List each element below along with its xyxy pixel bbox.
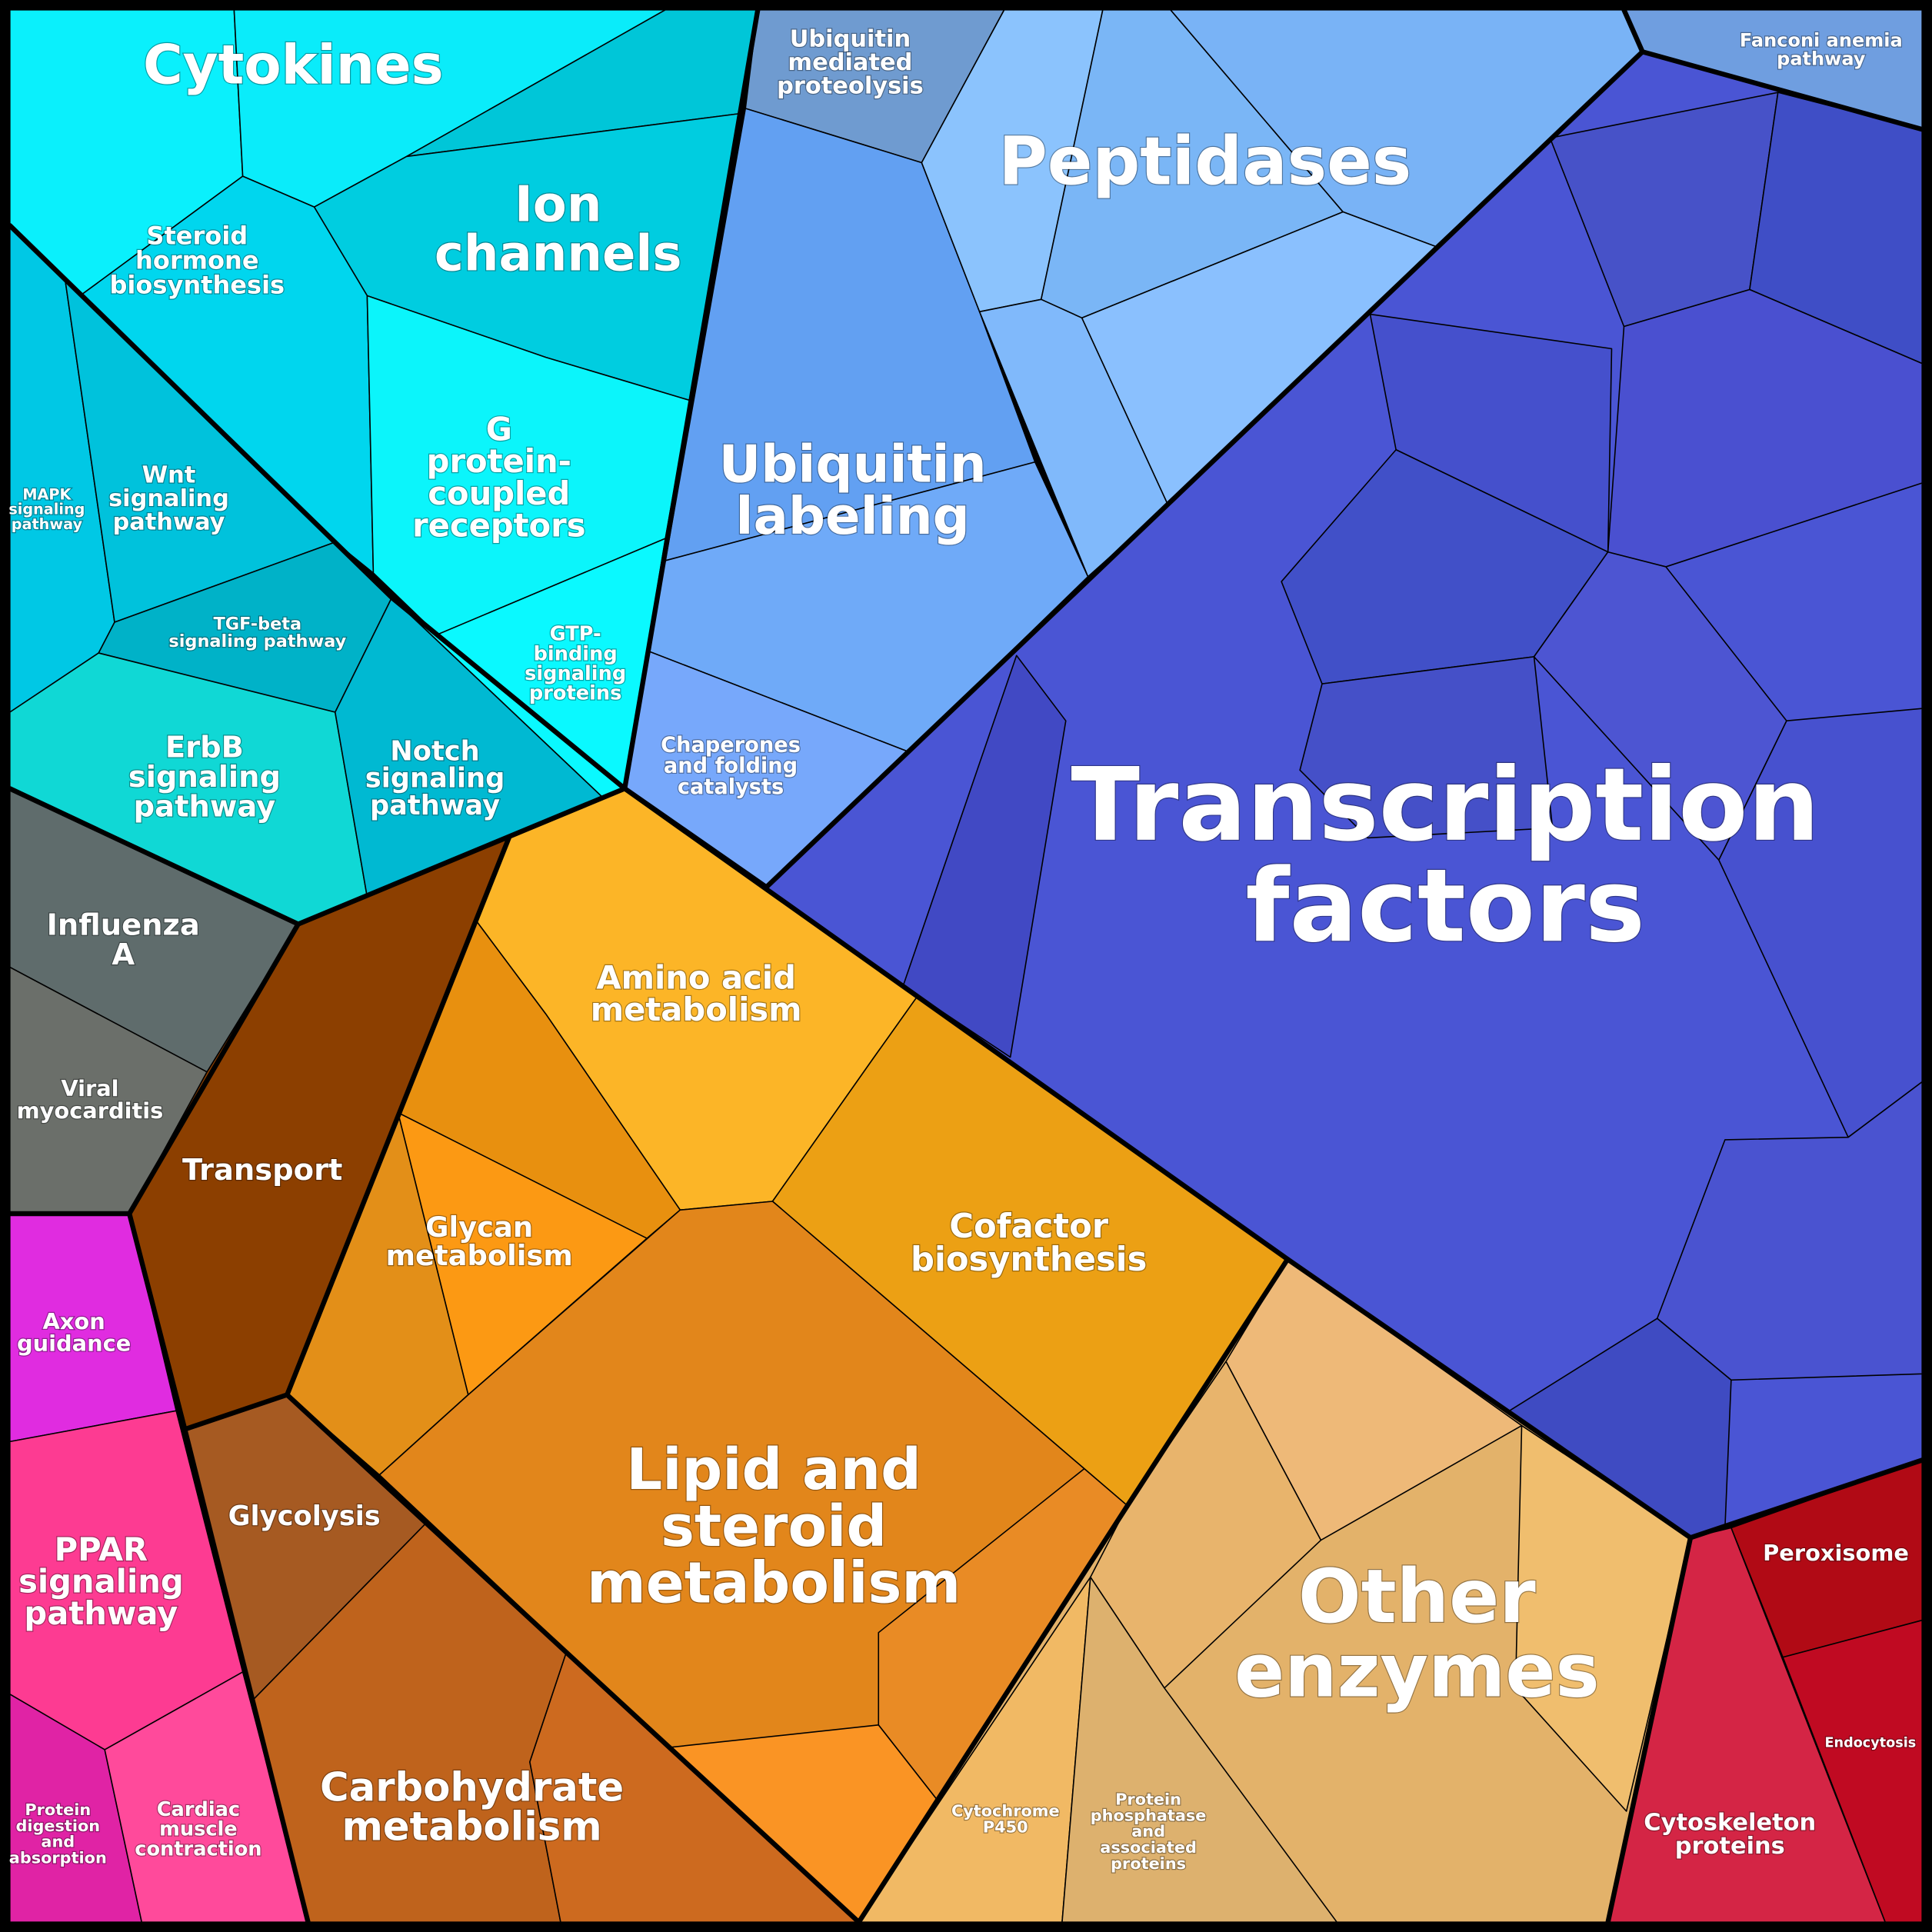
- labels: Cytokines Ion channels Steroid hormone bios…: [8, 25, 1917, 1874]
- cell-label: Ion channels: [435, 176, 682, 282]
- cell-label: Peptidases: [998, 123, 1411, 200]
- cell-label: Protein digestion and absorption: [9, 1800, 107, 1867]
- cell-label: Glycolysis: [228, 1501, 381, 1532]
- cell-label: Fanconi anemia pathway: [1740, 30, 1903, 70]
- cell-label: Cardiac muscle contraction: [135, 1798, 261, 1860]
- border: [7, 7, 761, 927]
- cell-label: Protein phosphatase and associated proteins: [1091, 1790, 1207, 1872]
- cell-label: Cofactor biosynthesis: [911, 1208, 1147, 1279]
- group-borders: [5, 5, 1927, 1927]
- outer-border: [5, 5, 1927, 1927]
- cell-label: Wnt signaling pathway: [108, 462, 229, 536]
- cell-label: GTP-binding signaling proteins: [525, 623, 626, 705]
- cell-label: MAPK signaling pathway: [8, 485, 85, 532]
- cell-label: Cytoskeleton proteins: [1644, 1810, 1816, 1860]
- cell-label: Transcription factors: [1071, 746, 1820, 964]
- cell-label: Glycan metabolism: [386, 1211, 573, 1272]
- cell-label: Amino acid metabolism: [591, 958, 802, 1028]
- border: [1605, 1535, 1694, 1925]
- cell-label: Viral myocarditis: [17, 1075, 164, 1124]
- cell-label: Ubiquitin labeling: [719, 435, 987, 546]
- cell-label: Cytokines: [143, 34, 444, 97]
- cell-label: Cytochrome P450: [951, 1802, 1060, 1837]
- cell-label: ErbB signaling pathway: [128, 731, 281, 824]
- cell-label: Other enzymes: [1234, 1554, 1600, 1714]
- cell-label: PPAR signaling pathway: [18, 1531, 184, 1632]
- cell-label: Influenza A: [47, 908, 200, 971]
- cell: [1299, 656, 1554, 839]
- border: [856, 1257, 1291, 1925]
- cell-label: Carbohydrate metabolism: [320, 1764, 624, 1850]
- border: [285, 1392, 861, 1925]
- cell: [902, 655, 1067, 1058]
- cell-label: TGF-beta signaling pathway: [168, 615, 346, 651]
- border: [622, 49, 1925, 1541]
- cells: [9, 9, 1923, 1923]
- cell-label: Endocytosis: [1825, 1736, 1917, 1751]
- cell-label: Chaperones and folding catalysts: [661, 733, 801, 798]
- cell-label: Steroid hormone biosynthesis: [110, 222, 285, 300]
- cell-label: Peroxisome: [1763, 1540, 1909, 1566]
- cell-label: Axon guidance: [17, 1308, 131, 1357]
- cell: [978, 298, 1169, 578]
- cell-label: Ubiquitin mediated proteolysis: [777, 26, 924, 100]
- cell: [1090, 1361, 1322, 1689]
- cell-label: Lipid and steroid metabolism: [587, 1437, 961, 1616]
- cell-label: Transport: [182, 1153, 342, 1188]
- border: [7, 222, 628, 791]
- cell-label: Notch signaling pathway: [365, 735, 505, 821]
